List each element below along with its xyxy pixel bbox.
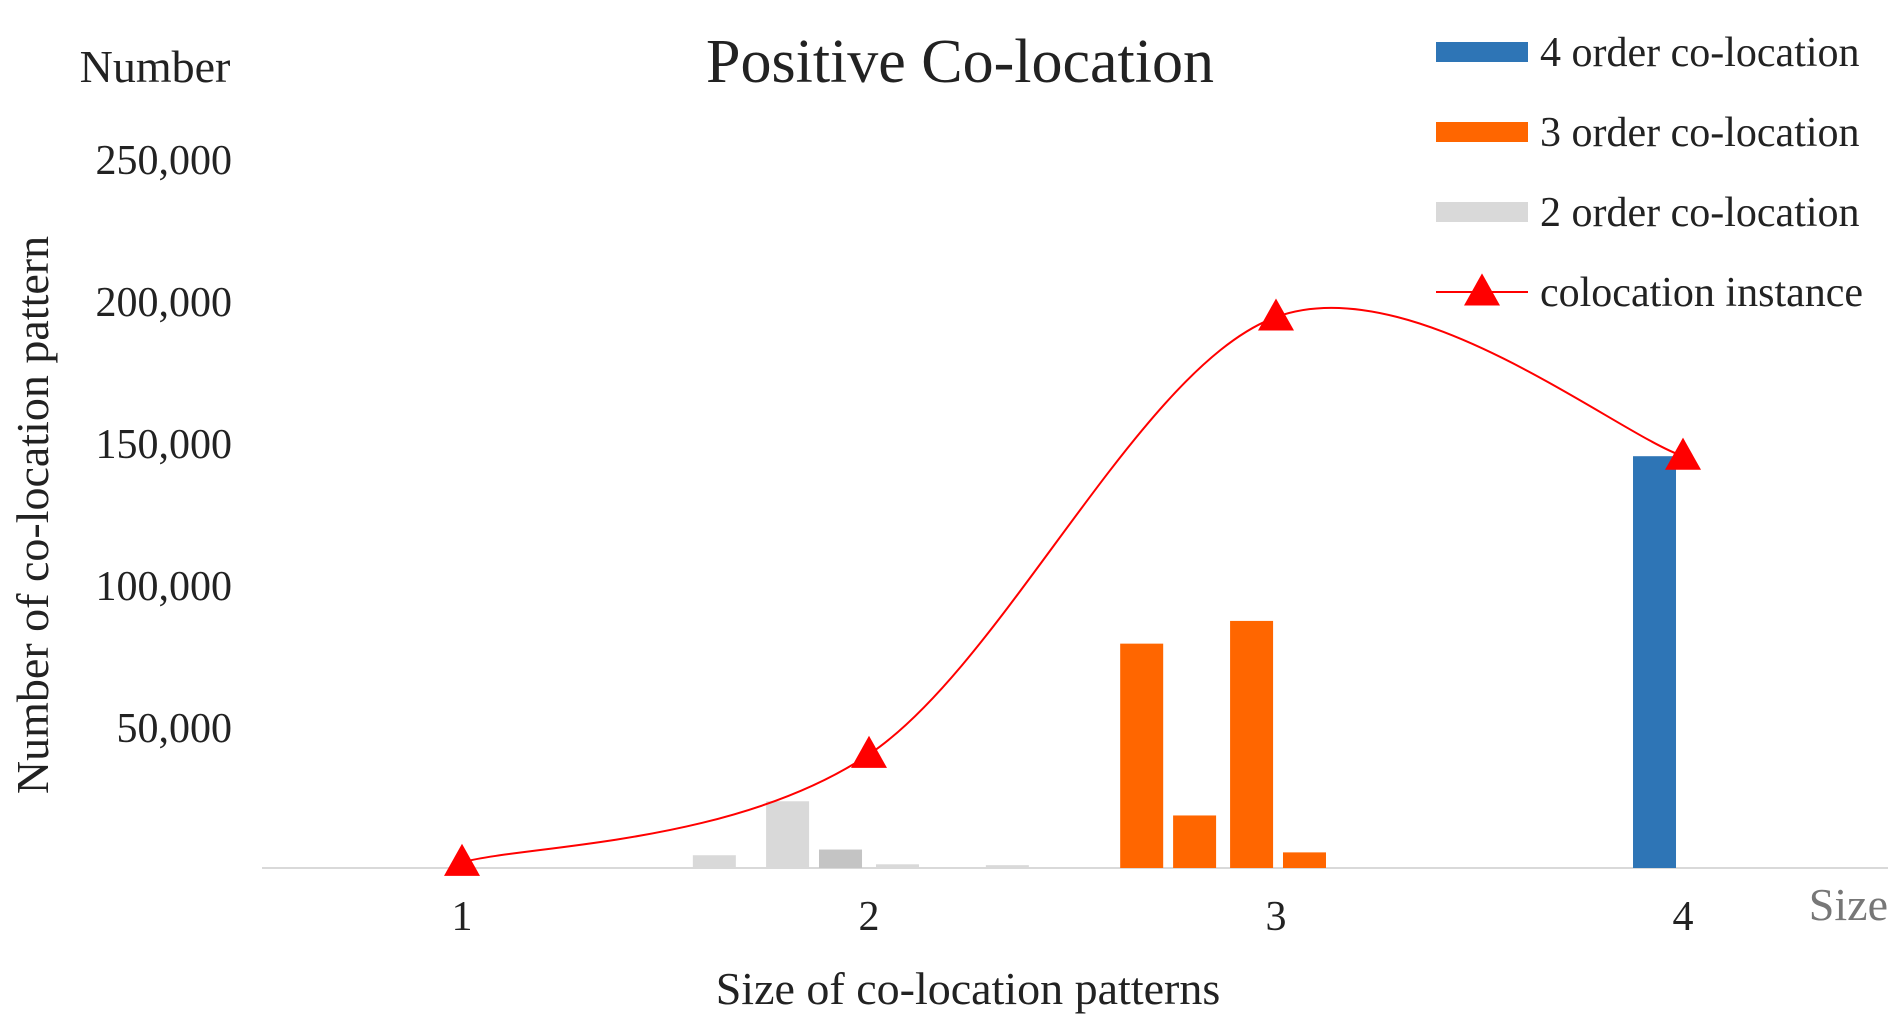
bar-2-order-co-location xyxy=(819,849,863,868)
colocation-instance-marker xyxy=(444,843,480,876)
x-tick-label: 4 xyxy=(1673,894,1694,940)
y-axis-ticks: 50,000 100,000 150,000 200,000 250,000 xyxy=(96,138,233,752)
legend: 4 order co-location 3 order co-location 2 … xyxy=(1436,30,1863,316)
bar-3-order-co-location xyxy=(1282,852,1326,868)
x-axis-ticks: 1 2 3 4 xyxy=(452,894,1694,940)
bar-2-order-co-location xyxy=(766,801,810,868)
bar-2-order-co-location xyxy=(875,864,919,868)
bar-4-order-co-location xyxy=(1633,456,1677,868)
legend-swatch xyxy=(1436,42,1528,62)
legend-swatch xyxy=(1436,202,1528,222)
bar-3-order-co-location xyxy=(1173,815,1217,868)
bar-2-order-co-location xyxy=(692,855,736,868)
x-tick-label: 1 xyxy=(452,894,473,940)
bars xyxy=(692,456,1677,868)
bar-3-order-co-location xyxy=(1230,620,1274,868)
bar-2-order-co-location xyxy=(985,865,1029,868)
legend-label: colocation instance xyxy=(1540,270,1863,316)
legend-swatch xyxy=(1436,122,1528,142)
y-tick-label: 200,000 xyxy=(96,280,233,326)
y-tick-label: 150,000 xyxy=(96,422,233,468)
bar-3-order-co-location xyxy=(1120,643,1164,868)
colocation-instance-marker xyxy=(1258,298,1294,331)
colocation-instance-marker xyxy=(1665,437,1701,470)
x-tick-label: 3 xyxy=(1266,894,1287,940)
legend-label: 2 order co-location xyxy=(1540,190,1860,236)
y-tick-label: 50,000 xyxy=(117,706,233,752)
x-axis-title: Size of co-location patterns xyxy=(716,963,1221,1014)
y-tick-label: 100,000 xyxy=(96,564,233,610)
legend-label: 3 order co-location xyxy=(1540,110,1860,156)
colocation-instance-marker xyxy=(851,735,887,768)
x-tick-label: 2 xyxy=(859,894,880,940)
colocation-instance-series xyxy=(444,298,1701,876)
legend-swatch-marker xyxy=(1464,273,1500,306)
y-axis-corner-label: Number xyxy=(80,41,231,92)
legend-label: 4 order co-location xyxy=(1540,30,1860,76)
y-axis-title: Number of co-location pattern xyxy=(7,236,58,794)
x-axis-corner-label: Size xyxy=(1809,879,1888,930)
colocation-instance-line xyxy=(461,306,1684,864)
y-tick-label: 250,000 xyxy=(96,138,233,184)
chart-title: Positive Co-location xyxy=(706,28,1214,96)
